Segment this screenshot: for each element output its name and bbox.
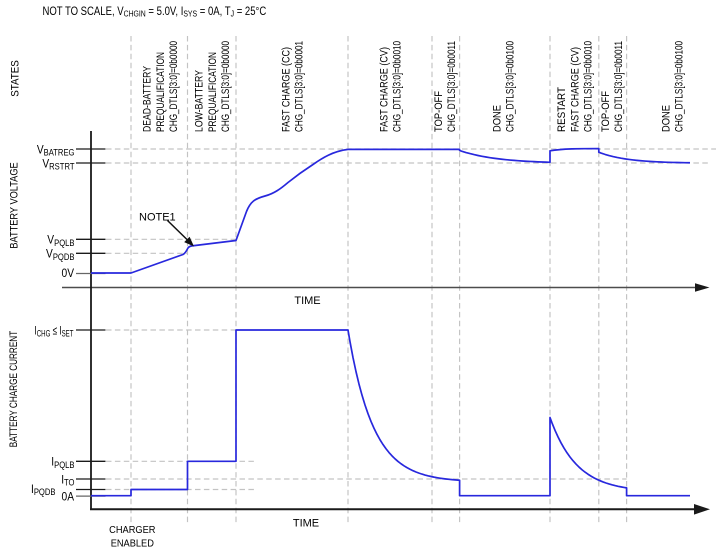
svg-text:PREQUALIFICATION: PREQUALIFICATION (207, 52, 219, 132)
svg-text:CHG_DTLS[3:0]=0b0000: CHG_DTLS[3:0]=0b0000 (220, 41, 232, 132)
svg-text:CHG_DTLS[3:0]=0b0100: CHG_DTLS[3:0]=0b0100 (674, 41, 686, 132)
svg-text:VRSTRT: VRSTRT (42, 158, 74, 172)
svg-text:NOT TO SCALE, VCHGIN = 5.0V, I: NOT TO SCALE, VCHGIN = 5.0V, ISYS = 0A, … (43, 5, 267, 19)
svg-text:DONE: DONE (491, 105, 503, 132)
svg-text:CHG_DTLS[3:0]=0b0011: CHG_DTLS[3:0]=0b0011 (613, 41, 625, 132)
svg-text:CHARGER: CHARGER (109, 525, 155, 537)
svg-text:RESTART: RESTART (556, 87, 568, 132)
svg-text:ENABLED: ENABLED (111, 538, 154, 550)
svg-text:STATES: STATES (10, 60, 22, 97)
svg-text:ITO: ITO (61, 474, 75, 488)
svg-text:CHG_DTLS[3:0]=0b0011: CHG_DTLS[3:0]=0b0011 (446, 41, 458, 132)
svg-text:FAST CHARGE (CV): FAST CHARGE (CV) (569, 47, 581, 132)
svg-text:VPQLB: VPQLB (47, 234, 75, 248)
svg-text:TIME: TIME (293, 518, 319, 530)
svg-text:ICHG ≤ ISET: ICHG ≤ ISET (34, 325, 73, 339)
svg-text:VBATREG: VBATREG (37, 144, 75, 158)
svg-text:VPQDB: VPQDB (46, 248, 75, 262)
svg-text:TIME: TIME (294, 295, 320, 307)
svg-text:0V: 0V (62, 267, 75, 280)
svg-text:TOP-OFF: TOP-OFF (600, 91, 612, 132)
svg-text:DONE: DONE (660, 105, 672, 132)
svg-text:FAST CHARGE (CV): FAST CHARGE (CV) (378, 47, 390, 132)
svg-text:DEAD-BATTERY: DEAD-BATTERY (142, 65, 154, 132)
svg-text:CHG_DTLS[3:0]=0b0000: CHG_DTLS[3:0]=0b0000 (168, 41, 180, 132)
svg-text:CHG_DTLS[3:0]=0b0010: CHG_DTLS[3:0]=0b0010 (583, 41, 595, 132)
svg-text:IPQDB: IPQDB (31, 483, 56, 497)
svg-text:CHG_DTLS[3:0]=0b0010: CHG_DTLS[3:0]=0b0010 (392, 41, 404, 132)
svg-text:CHG_DTLS[3:0]=0b0001: CHG_DTLS[3:0]=0b0001 (294, 41, 306, 132)
svg-text:IPQLB: IPQLB (51, 456, 75, 470)
svg-text:BATTERY CHARGE CURRENT: BATTERY CHARGE CURRENT (8, 331, 20, 447)
svg-text:PREQUALIFICATION: PREQUALIFICATION (155, 52, 167, 132)
svg-text:BATTERY VOLTAGE: BATTERY VOLTAGE (9, 162, 21, 248)
svg-text:FAST CHARGE (CC): FAST CHARGE (CC) (281, 47, 293, 132)
svg-text:TOP-OFF: TOP-OFF (433, 91, 445, 132)
svg-text:NOTE1: NOTE1 (139, 212, 176, 224)
svg-text:CHG_DTLS[3:0]=0b0100: CHG_DTLS[3:0]=0b0100 (505, 41, 517, 132)
svg-text:0A: 0A (62, 491, 75, 504)
svg-text:LOW-BATTERY: LOW-BATTERY (194, 69, 206, 132)
